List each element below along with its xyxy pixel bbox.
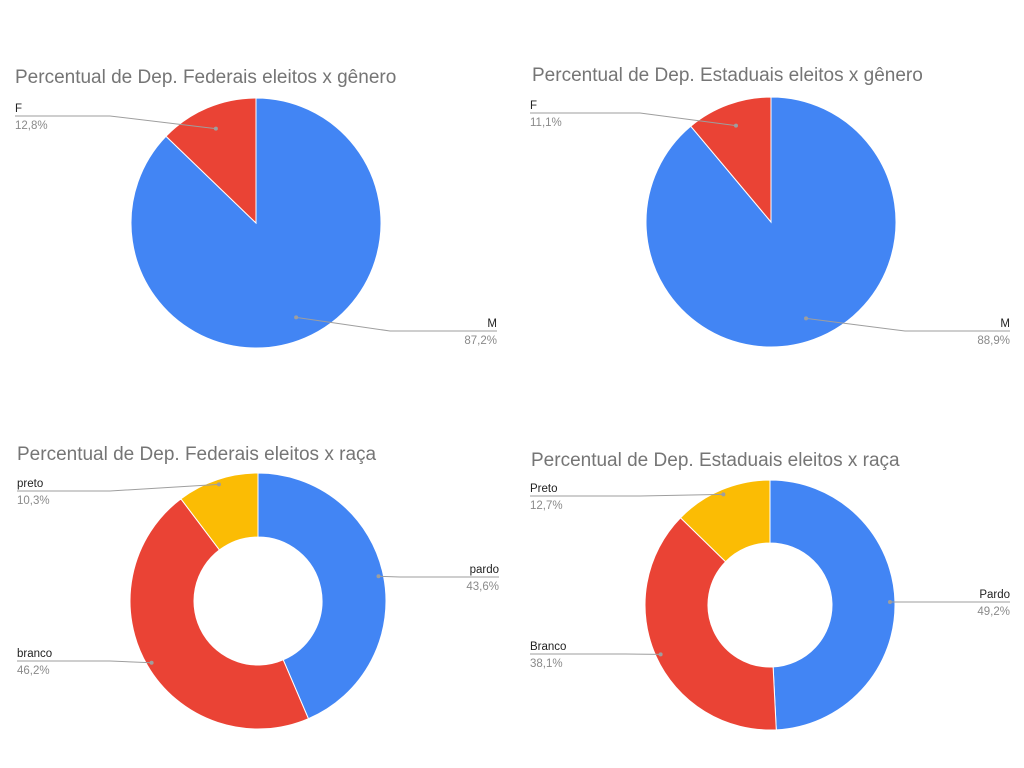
leader-dot [887, 599, 892, 604]
chart-title: Percentual de Dep. Estaduais eleitos x g… [532, 65, 923, 86]
slice-label: preto [17, 478, 43, 490]
slice-percent: 88,9% [977, 335, 1010, 347]
slice-percent: 49,2% [977, 606, 1010, 618]
slice-label: pardo [470, 564, 499, 576]
pie-slice-f[interactable] [690, 96, 772, 224]
chart-4: Percentual de Dep. Estaduais eleitos x r… [530, 450, 1010, 731]
slice-label: Pardo [979, 589, 1010, 601]
slice-percent: 12,8% [15, 120, 48, 132]
pie-slice-pardo[interactable] [769, 479, 896, 731]
slice-label: M [1000, 318, 1010, 330]
slice-label: branco [17, 648, 52, 660]
leader-dot [721, 492, 726, 497]
leader-dot [733, 123, 738, 128]
slice-label: Branco [530, 641, 566, 653]
leader-line [530, 493, 724, 497]
pie-slice-f[interactable] [165, 97, 257, 225]
pie-slice-preto[interactable] [679, 479, 771, 563]
leader-line [15, 115, 216, 130]
pie-slice-branco[interactable] [644, 517, 777, 731]
leader-line [17, 660, 152, 664]
slice-percent: 10,3% [17, 495, 50, 507]
leader-dot [804, 316, 809, 321]
slice-label: Preto [530, 483, 558, 495]
pie-slice-branco[interactable] [129, 498, 310, 730]
leader-line [378, 575, 499, 578]
slice-percent: 38,1% [530, 658, 563, 670]
leader-dot [216, 482, 221, 487]
slice-label: F [530, 100, 537, 112]
leader-dot [213, 126, 218, 131]
slice-label: M [487, 318, 497, 330]
slice-percent: 87,2% [464, 335, 497, 347]
leader-line [805, 317, 1010, 332]
slice-percent: 43,6% [466, 581, 499, 593]
leader-dot [294, 315, 299, 320]
chart-title: Percentual de Dep. Estaduais eleitos x r… [531, 450, 900, 471]
slice-percent: 46,2% [17, 665, 50, 677]
leader-line [17, 483, 219, 492]
chart-3: Percentual de Dep. Federais eleitos x ra… [17, 444, 499, 730]
chart-2: Percentual de Dep. Estaduais eleitos x g… [530, 65, 1010, 348]
leader-dot [376, 574, 381, 579]
chart-1: Percentual de Dep. Federais eleitos x gê… [15, 67, 497, 349]
leader-line [530, 112, 737, 127]
leader-dot [658, 652, 663, 657]
slice-percent: 11,1% [530, 117, 562, 129]
slice-percent: 12,7% [530, 500, 563, 512]
pie-slice-preto[interactable] [180, 472, 259, 551]
chart-title: Percentual de Dep. Federais eleitos x gê… [15, 67, 396, 88]
pie-slice-pardo[interactable] [257, 472, 387, 720]
chart-title: Percentual de Dep. Federais eleitos x ra… [17, 444, 377, 465]
leader-line [296, 316, 497, 332]
leader-dot [149, 660, 154, 665]
slice-label: F [15, 103, 22, 115]
